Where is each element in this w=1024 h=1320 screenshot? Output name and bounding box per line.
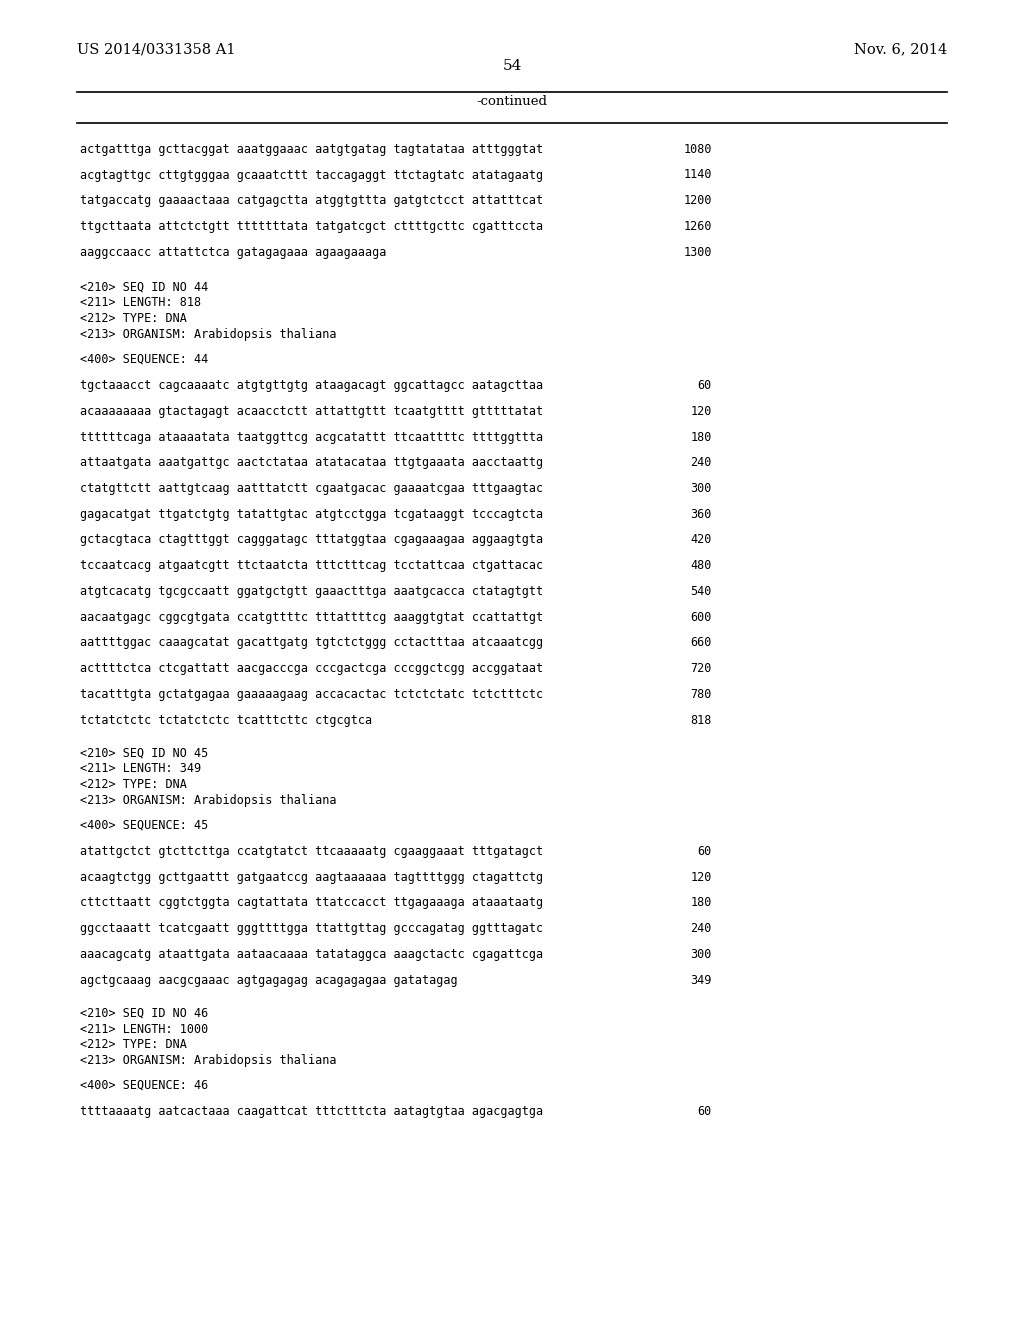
Text: aattttggac caaagcatat gacattgatg tgtctctggg cctactttaa atcaaatcgg: aattttggac caaagcatat gacattgatg tgtctct… — [80, 636, 543, 649]
Text: 349: 349 — [690, 974, 712, 987]
Text: acaagtctgg gcttgaattt gatgaatccg aagtaaaaaa tagttttggg ctagattctg: acaagtctgg gcttgaattt gatgaatccg aagtaaa… — [80, 871, 543, 884]
Text: <400> SEQUENCE: 44: <400> SEQUENCE: 44 — [80, 352, 208, 366]
Text: ttgcttaata attctctgtt tttttttata tatgatcgct cttttgcttc cgatttccta: ttgcttaata attctctgtt tttttttata tatgatc… — [80, 220, 543, 232]
Text: 660: 660 — [690, 636, 712, 649]
Text: 480: 480 — [690, 560, 712, 573]
Text: <211> LENGTH: 349: <211> LENGTH: 349 — [80, 763, 201, 776]
Text: 818: 818 — [690, 714, 712, 726]
Text: <211> LENGTH: 1000: <211> LENGTH: 1000 — [80, 1023, 208, 1035]
Text: <212> TYPE: DNA: <212> TYPE: DNA — [80, 779, 186, 791]
Text: 54: 54 — [503, 58, 521, 73]
Text: Nov. 6, 2014: Nov. 6, 2014 — [854, 42, 947, 57]
Text: <400> SEQUENCE: 45: <400> SEQUENCE: 45 — [80, 818, 208, 832]
Text: 600: 600 — [690, 611, 712, 624]
Text: 420: 420 — [690, 533, 712, 546]
Text: 120: 120 — [690, 871, 712, 884]
Text: tgctaaacct cagcaaaatc atgtgttgtg ataagacagt ggcattagcc aatagcttaa: tgctaaacct cagcaaaatc atgtgttgtg ataagac… — [80, 379, 543, 392]
Text: atgtcacatg tgcgccaatt ggatgctgtt gaaactttga aaatgcacca ctatagtgtt: atgtcacatg tgcgccaatt ggatgctgtt gaaactt… — [80, 585, 543, 598]
Text: <400> SEQUENCE: 46: <400> SEQUENCE: 46 — [80, 1078, 208, 1092]
Text: gctacgtaca ctagtttggt cagggatagc tttatggtaa cgagaaagaa aggaagtgta: gctacgtaca ctagtttggt cagggatagc tttatgg… — [80, 533, 543, 546]
Text: <210> SEQ ID NO 44: <210> SEQ ID NO 44 — [80, 280, 208, 293]
Text: <212> TYPE: DNA: <212> TYPE: DNA — [80, 312, 186, 325]
Text: 180: 180 — [690, 430, 712, 444]
Text: tccaatcacg atgaatcgtt ttctaatcta tttctttcag tcctattcaa ctgattacac: tccaatcacg atgaatcgtt ttctaatcta tttcttt… — [80, 560, 543, 573]
Text: 1200: 1200 — [683, 194, 712, 207]
Text: aaacagcatg ataattgata aataacaaaa tatataggca aaagctactc cgagattcga: aaacagcatg ataattgata aataacaaaa tatatag… — [80, 948, 543, 961]
Text: 360: 360 — [690, 508, 712, 520]
Text: ggcctaaatt tcatcgaatt gggttttgga ttattgttag gcccagatag ggtttagatc: ggcctaaatt tcatcgaatt gggttttgga ttattgt… — [80, 923, 543, 935]
Text: actgatttga gcttacggat aaatggaaac aatgtgatag tagtatataa atttgggtat: actgatttga gcttacggat aaatggaaac aatgtga… — [80, 143, 543, 156]
Text: 1260: 1260 — [683, 220, 712, 232]
Text: 300: 300 — [690, 482, 712, 495]
Text: atattgctct gtcttcttga ccatgtatct ttcaaaaatg cgaaggaaat tttgatagct: atattgctct gtcttcttga ccatgtatct ttcaaaa… — [80, 845, 543, 858]
Text: <210> SEQ ID NO 45: <210> SEQ ID NO 45 — [80, 747, 208, 759]
Text: aaggccaacc attattctca gatagagaaa agaagaaaga: aaggccaacc attattctca gatagagaaa agaagaa… — [80, 246, 386, 259]
Text: tctatctctc tctatctctc tcatttcttc ctgcgtca: tctatctctc tctatctctc tcatttcttc ctgcgtc… — [80, 714, 372, 726]
Text: 780: 780 — [690, 688, 712, 701]
Text: agctgcaaag aacgcgaaac agtgagagag acagagagaa gatatagag: agctgcaaag aacgcgaaac agtgagagag acagaga… — [80, 974, 458, 987]
Text: <213> ORGANISM: Arabidopsis thaliana: <213> ORGANISM: Arabidopsis thaliana — [80, 327, 336, 341]
Text: ctatgttctt aattgtcaag aatttatctt cgaatgacac gaaaatcgaa tttgaagtac: ctatgttctt aattgtcaag aatttatctt cgaatga… — [80, 482, 543, 495]
Text: 180: 180 — [690, 896, 712, 909]
Text: tatgaccatg gaaaactaaa catgagctta atggtgttta gatgtctcct attatttcat: tatgaccatg gaaaactaaa catgagctta atggtgt… — [80, 194, 543, 207]
Text: 1300: 1300 — [683, 246, 712, 259]
Text: 1080: 1080 — [683, 143, 712, 156]
Text: acttttctca ctcgattatt aacgacccga cccgactcga cccggctcgg accggataat: acttttctca ctcgattatt aacgacccga cccgact… — [80, 663, 543, 676]
Text: ttttttcaga ataaaatata taatggttcg acgcatattt ttcaattttc ttttggttta: ttttttcaga ataaaatata taatggttcg acgcata… — [80, 430, 543, 444]
Text: 240: 240 — [690, 923, 712, 935]
Text: 60: 60 — [697, 1105, 712, 1118]
Text: US 2014/0331358 A1: US 2014/0331358 A1 — [77, 42, 236, 57]
Text: acgtagttgc cttgtgggaa gcaaatcttt taccagaggt ttctagtatc atatagaatg: acgtagttgc cttgtgggaa gcaaatcttt taccaga… — [80, 169, 543, 181]
Text: <210> SEQ ID NO 46: <210> SEQ ID NO 46 — [80, 1007, 208, 1019]
Text: acaaaaaaaa gtactagagt acaacctctt attattgttt tcaatgtttt gtttttatat: acaaaaaaaa gtactagagt acaacctctt attattg… — [80, 405, 543, 417]
Text: 60: 60 — [697, 379, 712, 392]
Text: tacatttgta gctatgagaa gaaaaagaag accacactac tctctctatc tctctttctc: tacatttgta gctatgagaa gaaaaagaag accacac… — [80, 688, 543, 701]
Text: 720: 720 — [690, 663, 712, 676]
Text: 1140: 1140 — [683, 169, 712, 181]
Text: 60: 60 — [697, 845, 712, 858]
Text: attaatgata aaatgattgc aactctataa atatacataa ttgtgaaata aacctaattg: attaatgata aaatgattgc aactctataa atataca… — [80, 457, 543, 470]
Text: 300: 300 — [690, 948, 712, 961]
Text: ttttaaaatg aatcactaaa caagattcat tttctttcta aatagtgtaa agacgagtga: ttttaaaatg aatcactaaa caagattcat tttcttt… — [80, 1105, 543, 1118]
Text: <213> ORGANISM: Arabidopsis thaliana: <213> ORGANISM: Arabidopsis thaliana — [80, 795, 336, 807]
Text: <211> LENGTH: 818: <211> LENGTH: 818 — [80, 296, 201, 309]
Text: <212> TYPE: DNA: <212> TYPE: DNA — [80, 1039, 186, 1051]
Text: gagacatgat ttgatctgtg tatattgtac atgtcctgga tcgataaggt tcccagtcta: gagacatgat ttgatctgtg tatattgtac atgtcct… — [80, 508, 543, 520]
Text: 240: 240 — [690, 457, 712, 470]
Text: aacaatgagc cggcgtgata ccatgttttc tttattttcg aaaggtgtat ccattattgt: aacaatgagc cggcgtgata ccatgttttc tttattt… — [80, 611, 543, 624]
Text: <213> ORGANISM: Arabidopsis thaliana: <213> ORGANISM: Arabidopsis thaliana — [80, 1055, 336, 1067]
Text: 540: 540 — [690, 585, 712, 598]
Text: cttcttaatt cggtctggta cagtattata ttatccacct ttgagaaaga ataaataatg: cttcttaatt cggtctggta cagtattata ttatcca… — [80, 896, 543, 909]
Text: -continued: -continued — [476, 95, 548, 108]
Text: 120: 120 — [690, 405, 712, 417]
